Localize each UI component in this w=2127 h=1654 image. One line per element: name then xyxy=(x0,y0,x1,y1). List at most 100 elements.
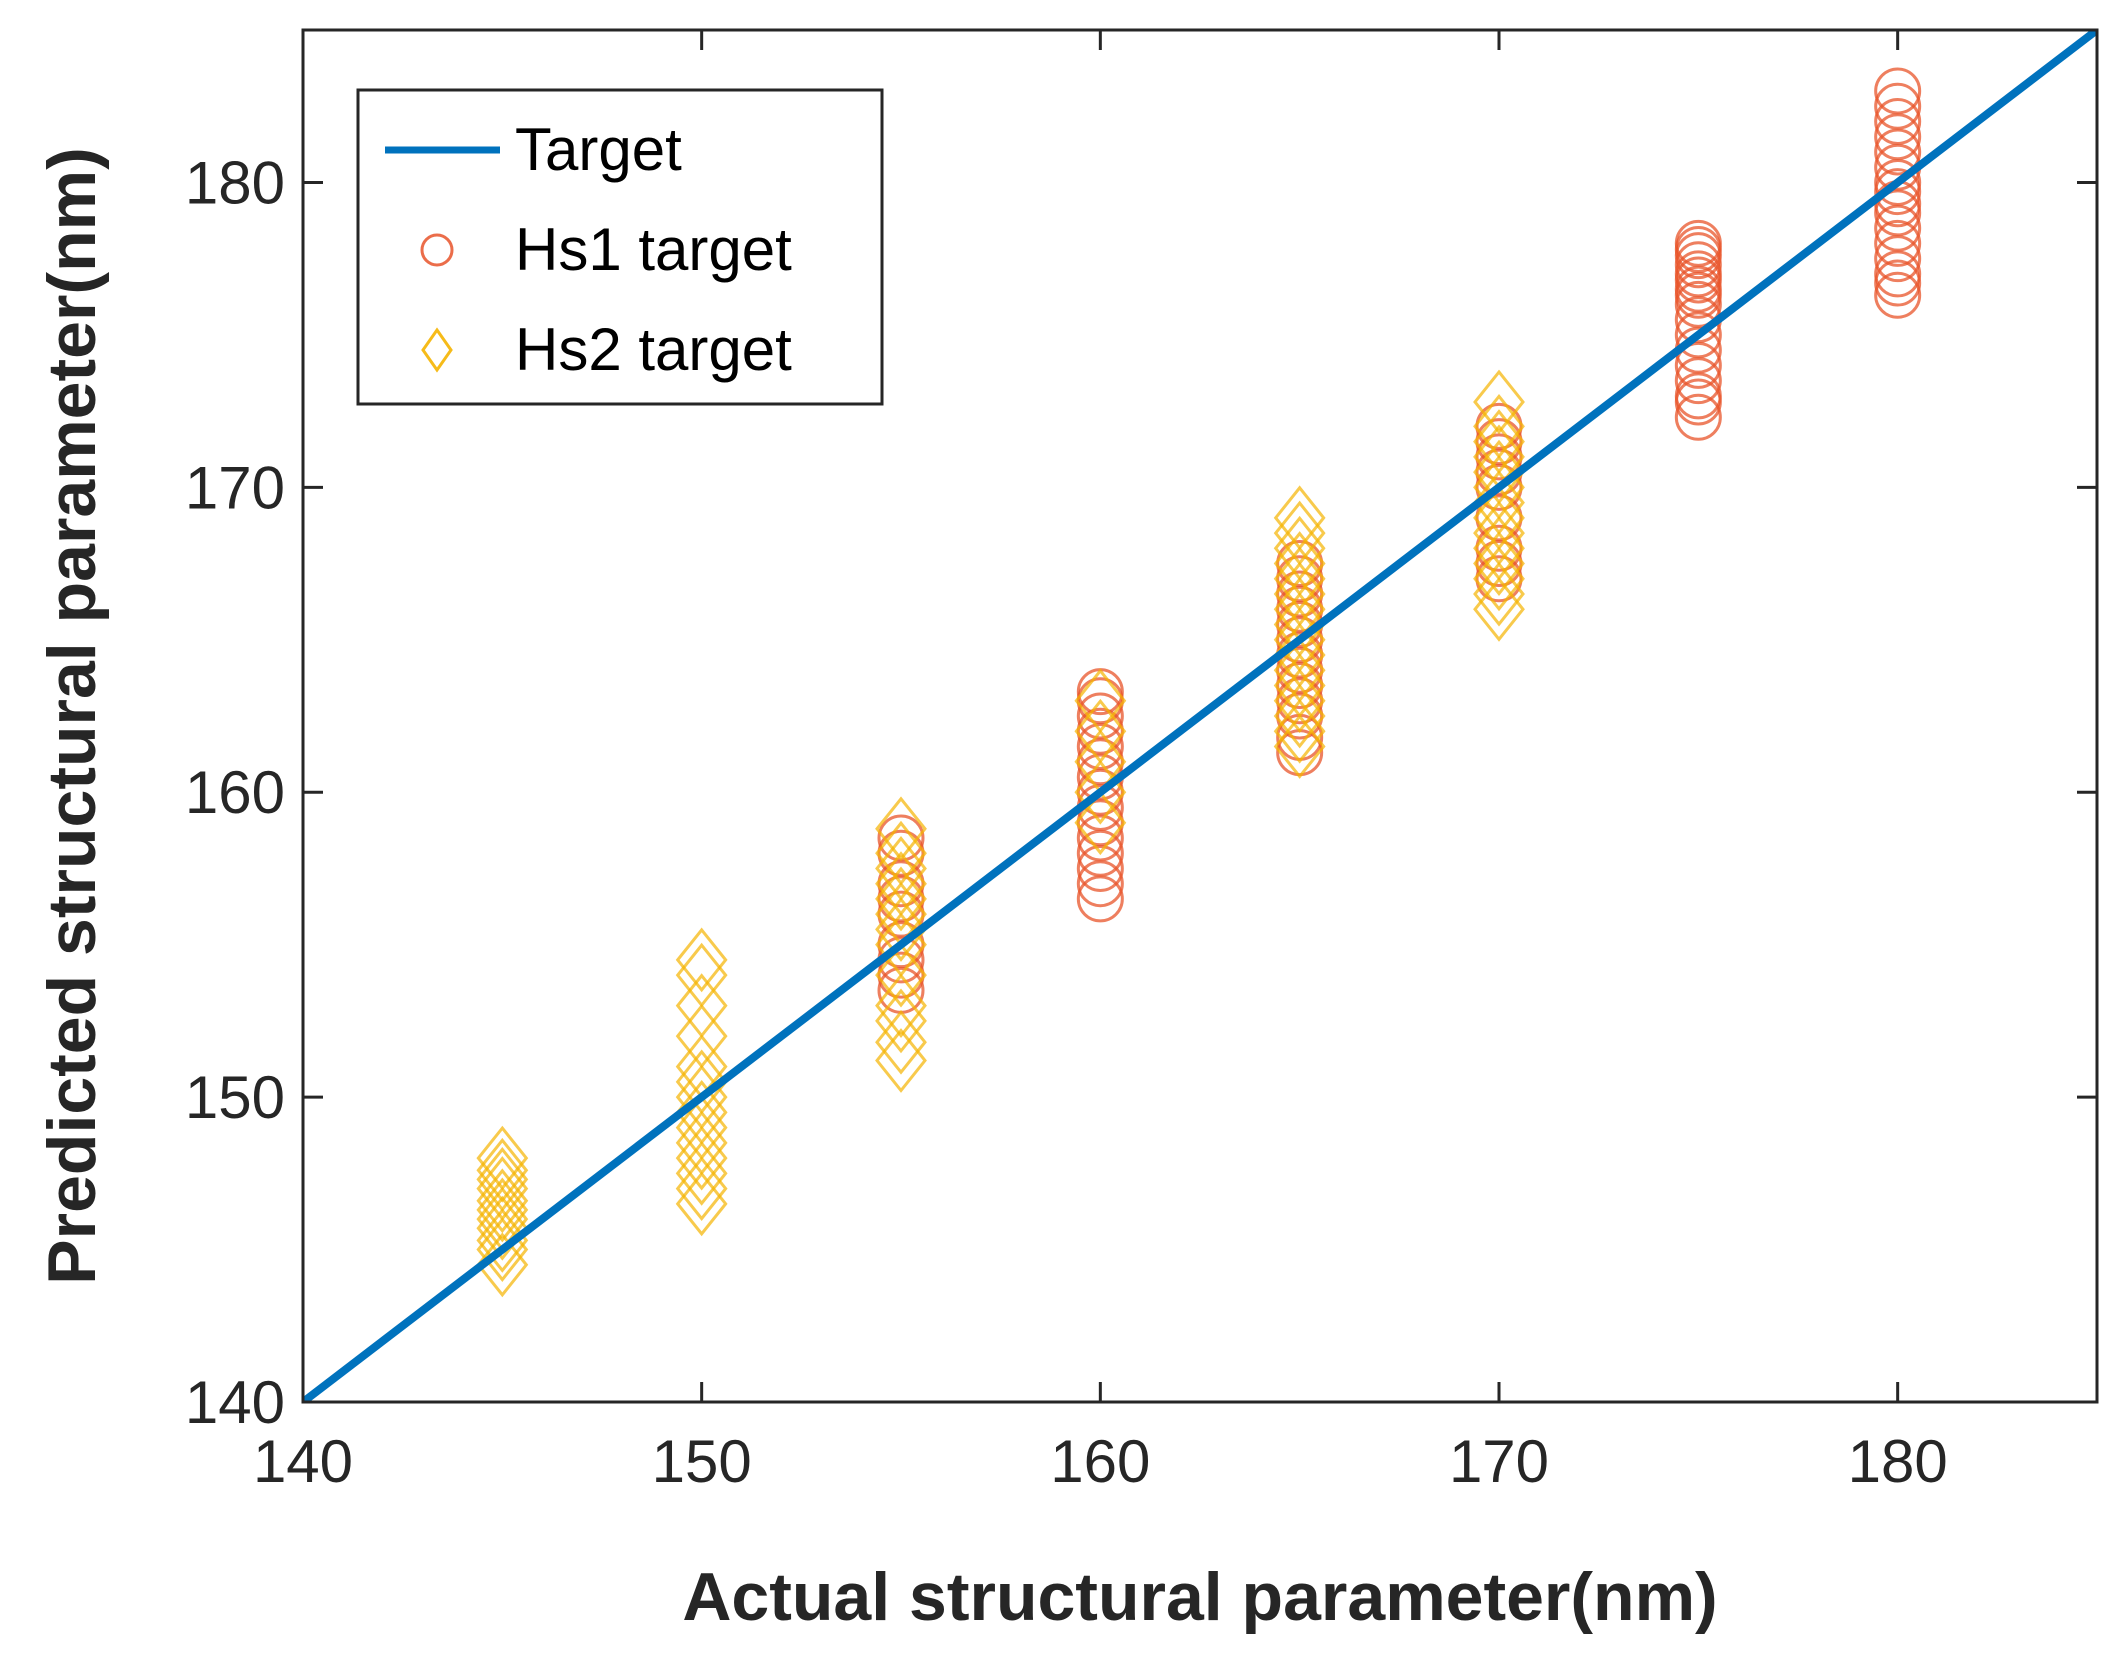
hs1-data-point xyxy=(1276,585,1324,633)
hs1-data-point xyxy=(1674,241,1722,289)
hs1-data-point xyxy=(1874,189,1922,237)
hs2-data-point xyxy=(1473,409,1525,475)
hs1-data-point xyxy=(1475,494,1523,542)
hs1-data-point xyxy=(1076,844,1124,892)
hs1-data-point xyxy=(1076,707,1124,755)
hs1-data-point xyxy=(1076,768,1124,816)
hs2-data-point xyxy=(875,851,927,917)
hs1-data-point xyxy=(1475,524,1523,572)
hs2-data-point xyxy=(1473,531,1525,596)
hs2-data-point xyxy=(1473,561,1525,627)
hs2-data-point xyxy=(1273,592,1326,657)
hs1-data-point xyxy=(1674,357,1722,405)
legend-hs2-marker-sample xyxy=(421,327,453,373)
hs2-data-point xyxy=(875,973,927,1039)
hs1-data-point xyxy=(1874,158,1922,206)
hs1-data-point xyxy=(1276,646,1324,694)
hs1-data-point xyxy=(1674,311,1722,359)
hs2-data-point xyxy=(1273,515,1326,581)
hs2-data-point xyxy=(1074,668,1127,734)
hs1-data-point xyxy=(1475,540,1523,588)
hs2-data-point xyxy=(675,927,728,993)
hs1-data-point xyxy=(1674,265,1722,313)
hs2-data-point xyxy=(1074,790,1127,856)
hs2-data-point xyxy=(1273,637,1326,703)
hs1-data-point xyxy=(1475,433,1523,481)
hs2-data-point xyxy=(476,1137,529,1203)
hs1-data-point xyxy=(877,890,925,938)
hs1-data-point xyxy=(1276,662,1324,710)
hs1-data-point xyxy=(1674,341,1722,389)
x-axis-label: Actual structural parameter(nm) xyxy=(682,1559,1717,1635)
hs2-data-point xyxy=(1473,485,1525,551)
hs1-data-point xyxy=(1475,418,1523,466)
legend-label-hs1: Hs1 target xyxy=(515,216,792,283)
x-tick-label: 150 xyxy=(652,1428,752,1495)
hs2-data-point xyxy=(1473,515,1525,581)
hs2-data-point xyxy=(1273,485,1326,551)
x-tick-label: 160 xyxy=(1050,1428,1150,1495)
legend-label-target: Target xyxy=(515,116,682,183)
y-tick-label: 180 xyxy=(185,149,285,216)
hs2-data-point xyxy=(675,1171,728,1237)
hs2-data-point xyxy=(1273,561,1326,627)
hs1-data-point xyxy=(1874,235,1922,283)
y-tick-label: 140 xyxy=(185,1369,285,1436)
hs1-data-point xyxy=(877,829,925,877)
x-tick-label: 140 xyxy=(253,1428,353,1495)
y-tick-label: 160 xyxy=(185,759,285,826)
hs2-data-point xyxy=(1273,622,1326,688)
hs1-data-point xyxy=(1874,271,1922,319)
y-axis-label: Predicted structural parameter(nm) xyxy=(34,147,110,1284)
hs2-data-point xyxy=(675,1079,728,1145)
hs1-data-point xyxy=(1276,555,1324,603)
hs1-data-point xyxy=(1076,860,1124,908)
hs1-data-point xyxy=(1276,616,1324,664)
hs1-data-point xyxy=(1076,829,1124,877)
x-tick-label: 170 xyxy=(1449,1428,1549,1495)
hs2-data-point xyxy=(675,1156,728,1221)
hs2-data-point xyxy=(875,866,927,932)
y-tick-label: 170 xyxy=(185,454,285,521)
x-tick-label: 180 xyxy=(1848,1428,1948,1495)
hs2-data-point xyxy=(1273,546,1326,612)
hs2-data-point xyxy=(675,1003,728,1069)
hs1-data-point xyxy=(1874,259,1922,307)
hs1-data-point xyxy=(1874,67,1922,115)
hs1-data-point xyxy=(1674,372,1722,420)
hs1-data-point xyxy=(1475,402,1523,450)
hs2-data-point xyxy=(675,1110,728,1176)
hs1-data-point xyxy=(1276,677,1324,725)
hs1-data-point xyxy=(1874,250,1922,298)
hs1-data-point xyxy=(1874,82,1922,130)
y-tick-label: 150 xyxy=(185,1064,285,1131)
hs1-data-point xyxy=(1874,204,1922,252)
hs2-data-point xyxy=(1273,668,1326,734)
legend-label-hs2: Hs2 target xyxy=(515,316,792,383)
hs2-data-point xyxy=(675,1140,728,1206)
hs1-data-point xyxy=(1674,219,1722,267)
hs2-data-point xyxy=(1273,714,1326,779)
hs2-data-point xyxy=(1273,683,1326,749)
hs1-data-point xyxy=(1076,875,1124,923)
hs1-data-point xyxy=(1874,113,1922,161)
hs1-data-point xyxy=(1874,168,1922,216)
hs1-data-point xyxy=(1076,738,1124,786)
hs1-data-point xyxy=(1276,692,1324,740)
hs2-data-point xyxy=(1273,653,1326,718)
hs1-data-point xyxy=(1874,219,1922,267)
hs1-data-point xyxy=(1076,799,1124,847)
hs2-data-point xyxy=(875,988,927,1054)
hs2-data-point xyxy=(476,1125,529,1191)
hs1-data-point xyxy=(1674,393,1722,441)
hs2-data-point xyxy=(675,1095,728,1161)
hs2-data-point xyxy=(675,973,728,1039)
hs1-data-point xyxy=(1874,128,1922,176)
target-line xyxy=(303,30,2097,1402)
hs2-data-point xyxy=(675,942,728,1008)
hs2-data-point xyxy=(1473,500,1525,566)
hs2-data-point xyxy=(875,942,927,1008)
hs1-data-point xyxy=(1874,97,1922,145)
hs2-data-point xyxy=(675,1125,728,1191)
